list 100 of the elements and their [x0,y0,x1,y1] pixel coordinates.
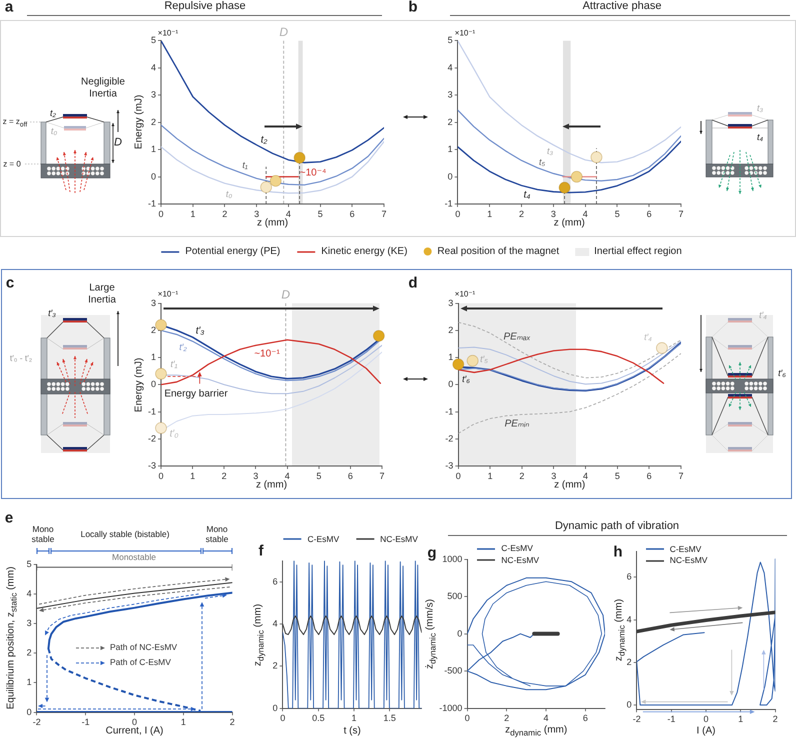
annotation: t′₃ [196,325,204,337]
x-tick-label: 1 [738,714,744,724]
text: z = z$_{off}$ [2,116,28,130]
point [155,422,167,434]
text: t′₀ - t′₂ [10,353,32,364]
y-tick-label: 500 [447,591,462,602]
y-axis-title: Energy (mJ) [134,95,144,150]
y-tick-label: 6 [272,576,278,586]
x-axis-title: z$_{dynamic}$ (mm) [505,724,568,738]
x-tick-label: 4 [284,470,290,481]
y-tick-label: 2 [626,656,632,667]
y-tick-label: -3 [148,460,156,470]
ref-line-label: D [279,25,288,40]
text: D [114,136,122,150]
ref-line-label: D [281,288,290,302]
y-tick-label: 1 [448,144,453,154]
x-tick-label: -1 [667,714,676,724]
text: ×10⁻¹ [454,28,476,38]
point [558,182,570,194]
x-tick-label: 0 [158,470,164,481]
point [270,174,282,187]
x-tick-label: 1 [487,208,492,219]
text: Locally stable (bistable) [80,529,170,540]
x-tick-label: 3 [551,470,556,481]
x-axis-title: z (mm) [256,218,288,228]
x-axis-title: z (mm) [256,480,288,490]
x-tick-label: 1 [190,470,196,481]
x-axis-title: z (mm) [554,218,585,228]
x-tick-label: 4 [582,208,588,219]
x-axis-title: z (mm) [554,480,586,490]
x-tick-label: 4 [286,208,291,219]
x-tick-label: 6 [646,208,652,219]
legend-label: C-EsMV [307,534,340,544]
annotation: t₄ [524,189,530,201]
y-tick-label: 0 [150,379,156,390]
text: t₂ [50,108,56,118]
y-tick-label: 4 [150,62,156,72]
annotation: t′₀ [170,428,178,440]
y-tick-label: 3 [150,298,156,308]
text: ×10⁻¹ [454,289,476,299]
annotation: t₁ [242,160,248,170]
legend-label: NC-EsMV [670,554,708,566]
y-tick-label: 2 [150,324,156,335]
x-tick-label: 4 [583,470,588,481]
chart-title: Repulsive phase [164,0,246,12]
annotation: t₅ [538,156,546,168]
x-tick-label: 3 [253,470,258,481]
x-tick-label: 6 [348,470,353,481]
text: f [258,542,264,560]
y-tick-label: 0 [448,379,454,390]
text: a [4,0,14,16]
x-tick-label: 2 [504,713,510,724]
x-tick-label: 6 [582,713,588,724]
y-tick-label: 2 [272,660,278,671]
legend-label: NC-EsMV [380,534,418,544]
y-tick-label: 4 [26,588,32,598]
text: t₀ [50,126,58,136]
text: t′₄ [759,310,767,320]
text: Large Inertia [88,282,116,306]
y-tick-label: 1 [150,352,156,362]
point [294,152,306,164]
y-tick-label: 2 [26,648,32,658]
y-tick-label: 1 [150,144,156,154]
text: g [427,544,437,562]
line-series [458,353,681,434]
y-tick-label: 1000 [442,554,462,564]
x-tick-label: 2 [222,208,228,219]
point [570,170,583,183]
x-tick-label: 0 [703,714,709,724]
annotation: t′₄ [644,332,652,342]
x-tick-label: 2 [230,717,235,728]
x-tick-label: 0.5 [312,713,325,724]
annotation: t′₆ [462,374,470,384]
point [590,151,602,164]
annotation: ~10⁻¹ [254,348,280,360]
point [372,330,385,342]
text: z = 0 [3,159,21,169]
y-tick-label: -1 [148,406,156,416]
legend-label: C-EsMV [670,544,702,554]
y-tick-label: 6 [626,572,632,582]
text: Negligible Inertia [81,76,125,100]
text: Mono stable [206,524,228,545]
y-tick-label: 1 [26,677,32,688]
x-tick-label: 0 [132,717,138,728]
y-tick-label: -1 [445,406,454,416]
y-tick-label: 0 [26,706,32,717]
x-axis-title: t (s) [344,726,361,736]
x-axis-title: I (A) [696,726,716,736]
annotation: Energy barrier [164,388,228,400]
y-tick-label: 3 [150,90,156,100]
text: ×10⁻¹ [158,28,178,38]
point [466,354,479,367]
point [260,181,272,194]
chart-title: Attractive phase [582,0,662,12]
text: h [613,543,623,561]
legend-label: Inertial effect region [594,246,682,258]
text: t₃ [756,102,764,114]
y-tick-label: 5 [26,558,32,569]
y-tick-label: 2 [150,116,156,127]
x-tick-label: 5 [318,208,323,219]
